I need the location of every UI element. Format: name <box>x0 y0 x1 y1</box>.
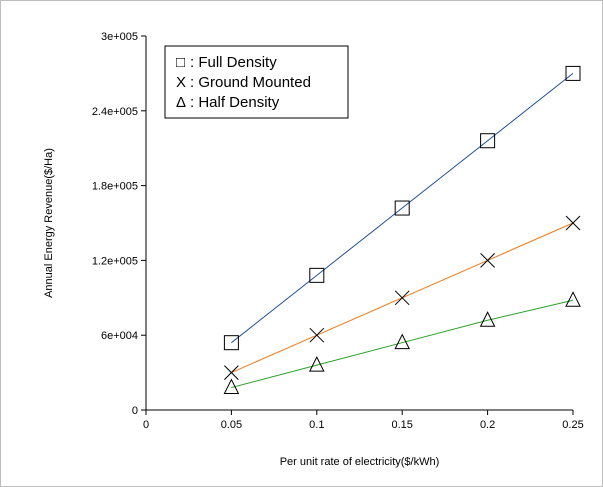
x-ticks: 0 0.05 0.1 0.15 0.2 0.25 <box>143 410 584 431</box>
legend-symbol: Δ <box>176 94 186 111</box>
y-tick-label: 2.4e+005 <box>92 106 138 118</box>
legend-symbol: □ <box>176 54 185 71</box>
x-tick-label: 0.2 <box>480 419 495 431</box>
legend-label: : Ground Mounted <box>190 74 311 91</box>
series-triangle <box>223 291 581 395</box>
axes <box>145 36 573 411</box>
x-marker-stroke <box>224 365 239 380</box>
x-marker <box>224 365 239 380</box>
x-marker-stroke <box>309 327 325 343</box>
y-tick-label: 1.8e+005 <box>92 181 138 193</box>
legend-item: □ : Full Density <box>176 54 277 71</box>
legend-box <box>164 45 349 119</box>
square-marker <box>309 267 325 283</box>
x-tick-label: 0.1 <box>309 419 324 431</box>
square-marker <box>565 65 581 81</box>
square-marker <box>480 133 496 149</box>
y-tick-label: 6e+004 <box>101 330 138 342</box>
legend-label: : Half Density <box>190 94 280 111</box>
series-square <box>223 65 581 351</box>
x-marker <box>565 215 581 231</box>
x-marker <box>480 253 495 268</box>
y-tick-label: 3e+005 <box>101 31 138 43</box>
x-marker-stroke <box>565 215 581 231</box>
series-layer <box>223 65 581 395</box>
x-marker <box>309 327 325 343</box>
x-tick-label: 0.05 <box>221 419 242 431</box>
series-line <box>231 73 574 344</box>
y-ticks: 0 6e+004 1.2e+005 1.8e+005 2.4e+005 3e+005 <box>92 31 146 417</box>
legend-item: X: Ground Mounted <box>176 74 311 91</box>
x-tick-label: 0.25 <box>562 419 583 431</box>
legend-symbol: X <box>176 74 186 91</box>
triangle-marker <box>223 378 240 395</box>
x-marker-stroke <box>480 253 495 268</box>
legend-label: : Full Density <box>190 54 277 71</box>
y-axis-label: Annual Energy Revenue($/Ha) <box>43 148 55 298</box>
y-tick-label: 1.2e+005 <box>92 255 138 267</box>
y-tick-label: 0 <box>132 405 138 417</box>
series-x <box>224 215 581 380</box>
x-axis-label: Per unit rate of electricity($/kWh) <box>280 456 440 468</box>
x-tick-label: 0.15 <box>391 419 412 431</box>
square-marker <box>394 200 410 216</box>
series-line <box>231 299 574 389</box>
triangle-marker <box>308 356 325 372</box>
x-marker-stroke <box>394 290 410 306</box>
square-marker <box>223 335 239 351</box>
triangle-marker <box>479 311 496 327</box>
x-marker <box>394 290 410 306</box>
x-tick-label: 0 <box>143 419 149 431</box>
legend-item: Δ: Half Density <box>176 94 280 111</box>
triangle-marker <box>565 291 581 307</box>
triangle-marker <box>394 333 411 350</box>
